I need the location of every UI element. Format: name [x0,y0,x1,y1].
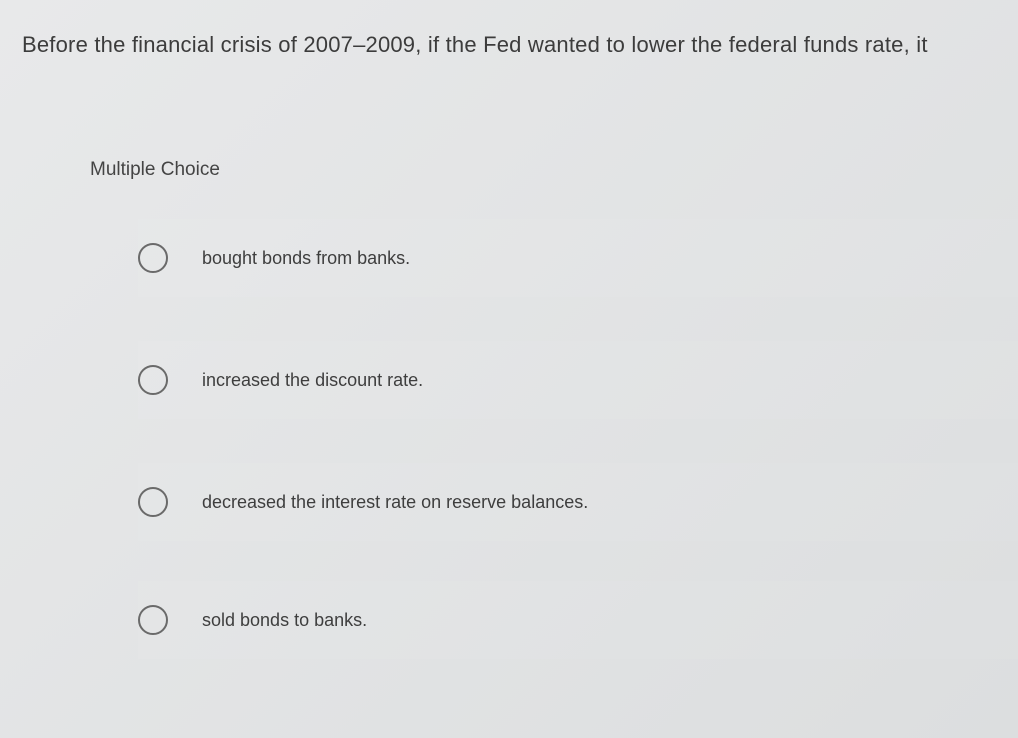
option-label: sold bonds to banks. [202,610,367,631]
option-row[interactable]: decreased the interest rate on reserve b… [138,463,1018,541]
option-row[interactable]: sold bonds to banks. [138,581,1018,659]
radio-icon[interactable] [138,487,168,517]
radio-icon[interactable] [138,243,168,273]
option-label: increased the discount rate. [202,370,423,391]
radio-icon[interactable] [138,365,168,395]
section-heading: Multiple Choice [90,159,1018,181]
radio-icon[interactable] [138,605,168,635]
option-row[interactable]: bought bonds from banks. [138,219,1018,297]
option-label: decreased the interest rate on reserve b… [202,492,588,513]
options-list: bought bonds from banks. increased the d… [90,219,1018,659]
option-row[interactable]: increased the discount rate. [138,341,1018,419]
question-text: Before the financial crisis of 2007–2009… [22,28,996,61]
question-container: Before the financial crisis of 2007–2009… [0,0,1018,61]
option-label: bought bonds from banks. [202,248,410,269]
multiple-choice-section: Multiple Choice bought bonds from banks.… [0,159,1018,659]
